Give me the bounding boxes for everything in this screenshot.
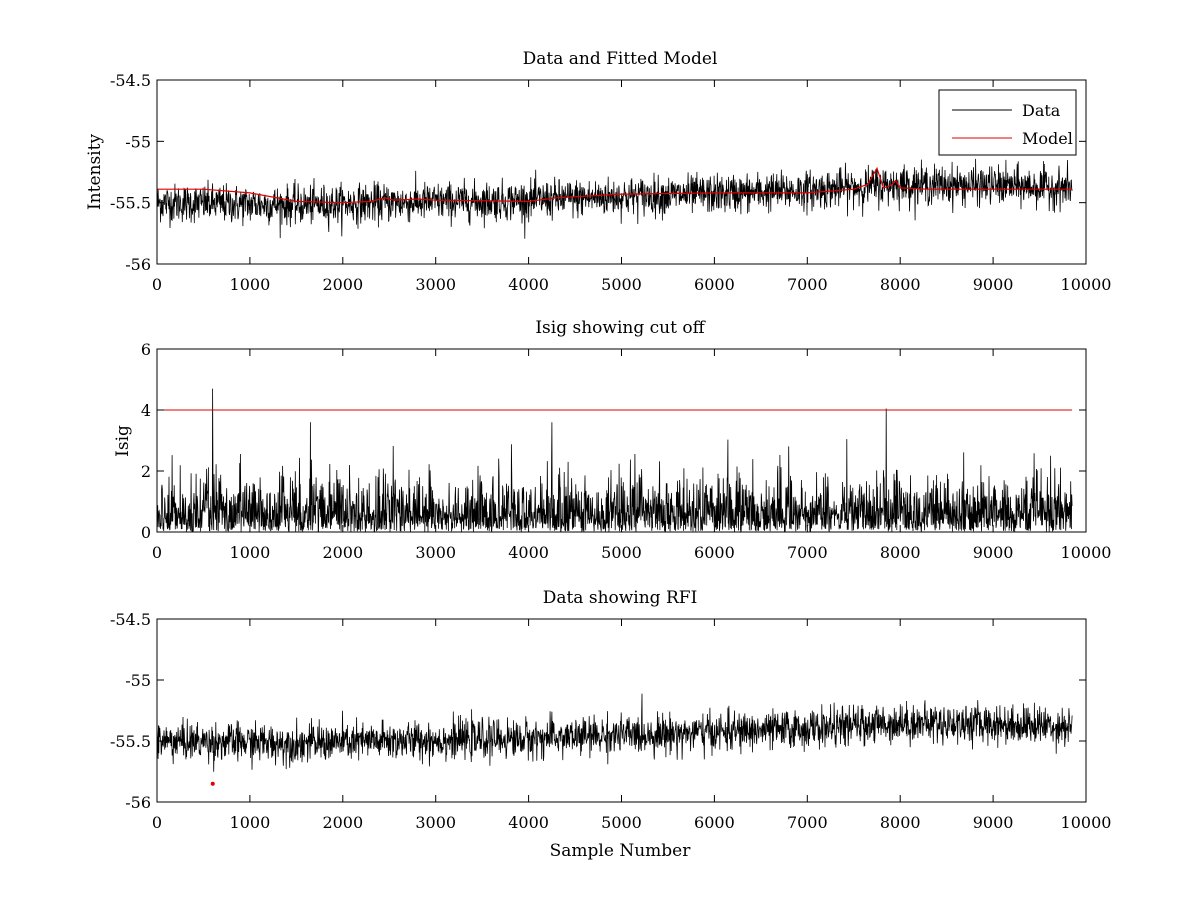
panel-1-plot-area [156, 158, 1073, 239]
x-tick-label: 8000 [880, 275, 921, 294]
y-tick-label: -54.5 [110, 71, 151, 90]
x-tick-label: 4000 [508, 813, 549, 832]
y-tick-label: -55.5 [110, 732, 151, 751]
x-tick-label: 3000 [415, 543, 456, 562]
y-tick-label: 2 [141, 462, 151, 481]
x-tick-label: 10000 [1061, 275, 1112, 294]
x-tick-label: 4000 [508, 543, 549, 562]
panel-1-series-model [157, 166, 1073, 204]
x-tick-label: 1000 [230, 543, 271, 562]
x-tick-label: 10000 [1061, 813, 1112, 832]
panel-1-legend: Data Model [938, 89, 1077, 156]
y-tick-label: -56 [125, 793, 151, 812]
panel-2-ticks: 0 1000 2000 3000 4000 5000 6000 7000 8000 9000 100… [141, 340, 1112, 562]
y-tick-label: -55 [125, 132, 151, 151]
panel-3-series-rfi-point-0 [210, 781, 215, 786]
x-tick-label: 2000 [322, 275, 363, 294]
x-tick-label: 0 [152, 813, 162, 832]
y-tick-label: -55 [125, 671, 151, 690]
x-tick-label: 5000 [601, 275, 642, 294]
y-tick-label: 4 [141, 401, 151, 420]
x-tick-label: 6000 [694, 275, 735, 294]
x-tick-label: 9000 [973, 543, 1014, 562]
panel-2-title: Isig showing cut off [535, 318, 706, 338]
panel-3-plot-area [156, 693, 1073, 786]
x-tick-label: 6000 [694, 813, 735, 832]
x-tick-label: 3000 [415, 275, 456, 294]
panel-3: Data showing RFI 0 1000 2000 3000 4000 5000 60… [110, 588, 1111, 861]
panel-2-plot-area [156, 388, 1073, 534]
x-tick-label: 9000 [973, 275, 1014, 294]
x-tick-label: 5000 [601, 813, 642, 832]
x-tick-label: 10000 [1061, 543, 1112, 562]
x-tick-label: 3000 [415, 813, 456, 832]
x-tick-label: 2000 [322, 813, 363, 832]
x-tick-label: 1000 [230, 813, 271, 832]
panel-3-series-data [156, 693, 1073, 772]
y-tick-label: -56 [125, 255, 151, 274]
x-tick-label: 7000 [787, 813, 828, 832]
legend-data-label: Data [1022, 101, 1061, 120]
panel-1: Data and Fitted Model Intensity 0 1000 200… [85, 49, 1111, 294]
legend-box [938, 89, 1077, 156]
y-tick-label: 6 [141, 340, 151, 359]
panel-3-title: Data showing RFI [543, 588, 698, 608]
panel-2: Isig showing cut off Isig 0 1000 2000 3000 4… [113, 318, 1111, 562]
x-tick-label: 4000 [508, 275, 549, 294]
y-tick-label: 0 [141, 523, 151, 542]
legend-model-label: Model [1022, 129, 1073, 148]
x-tick-label: 8000 [880, 543, 921, 562]
x-tick-label: 9000 [973, 813, 1014, 832]
panel-3-xlabel: Sample Number [550, 841, 692, 861]
x-tick-label: 0 [152, 275, 162, 294]
panel-1-ylabel: Intensity [85, 134, 105, 210]
x-tick-label: 0 [152, 543, 162, 562]
y-tick-label: -55.5 [110, 194, 151, 213]
panel-2-series-isig [156, 388, 1073, 534]
panel-2-ylabel: Isig [113, 425, 133, 457]
panel-1-title: Data and Fitted Model [523, 49, 718, 69]
x-tick-label: 7000 [787, 275, 828, 294]
panel-3-ticks: 0 1000 2000 3000 4000 5000 6000 7000 8000 9000 100… [110, 610, 1111, 832]
y-tick-label: -54.5 [110, 610, 151, 629]
x-tick-label: 7000 [787, 543, 828, 562]
x-tick-label: 8000 [880, 813, 921, 832]
x-tick-label: 6000 [694, 543, 735, 562]
panel-1-ticks: 0 1000 2000 3000 4000 5000 6000 7000 8000 9000 100… [110, 71, 1111, 294]
x-tick-label: 2000 [322, 543, 363, 562]
x-tick-label: 1000 [230, 275, 271, 294]
x-tick-label: 5000 [601, 543, 642, 562]
